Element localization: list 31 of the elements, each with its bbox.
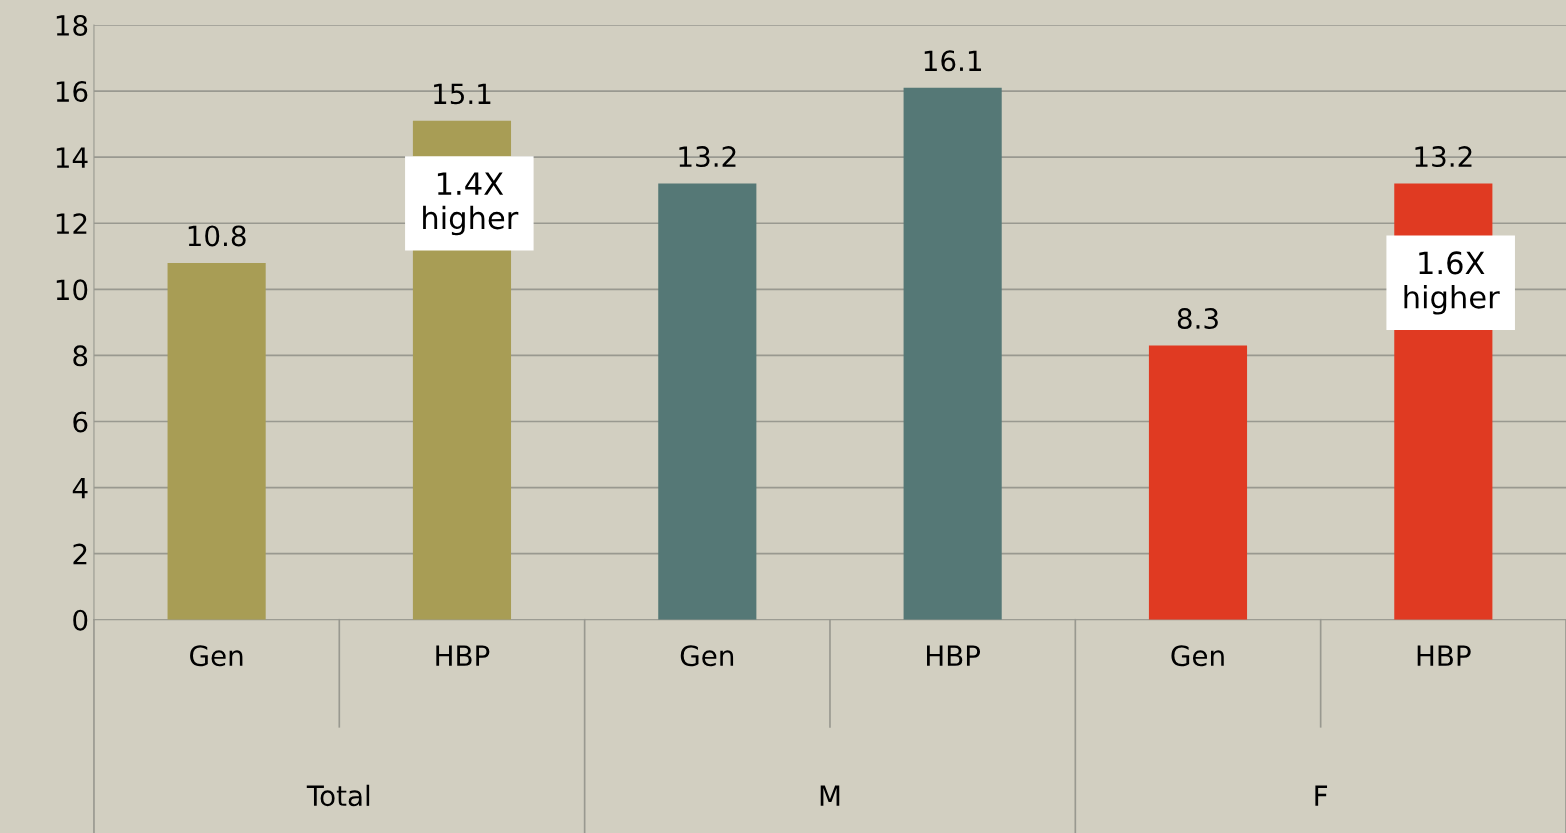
x-tick-label: HBP bbox=[436, 645, 490, 666]
y-tick-label: 12 bbox=[56, 213, 87, 234]
annotation: 1.6X higher bbox=[1404, 251, 1500, 315]
y-tick-label: 4 bbox=[72, 477, 88, 499]
bar bbox=[903, 87, 1002, 620]
y-tick-label: 18 bbox=[56, 14, 88, 36]
x-tick-label: Gen bbox=[190, 645, 243, 667]
data-label: 15.1 bbox=[434, 83, 491, 105]
bar bbox=[1148, 345, 1248, 620]
text: F bbox=[1315, 785, 1328, 806]
bar bbox=[167, 262, 266, 620]
y-tick-label: 14 bbox=[56, 147, 88, 168]
x-tick-label: HBP bbox=[1417, 645, 1471, 666]
data-label: 16.1 bbox=[924, 50, 982, 72]
text: M bbox=[820, 785, 840, 806]
y-tick-label: 2 bbox=[73, 543, 87, 565]
y-tick-label: 8 bbox=[73, 345, 88, 367]
data-label: 8.3 bbox=[1177, 308, 1218, 330]
x-tick-label: HBP bbox=[927, 645, 981, 666]
annotation: 1.4X higher bbox=[423, 172, 519, 236]
text: Total bbox=[306, 784, 370, 807]
x-tick-label: Gen bbox=[1171, 645, 1224, 667]
data-label: 13.2 bbox=[1415, 146, 1472, 168]
y-tick-label: 0 bbox=[73, 609, 88, 631]
data-label: 10.8 bbox=[188, 225, 246, 247]
y-tick-label: 16 bbox=[56, 81, 88, 103]
x-tick-label: Gen bbox=[680, 645, 734, 667]
data-label: 13.2 bbox=[679, 146, 736, 168]
y-tick-label: 6 bbox=[73, 411, 88, 433]
y-tick-label: 10 bbox=[56, 279, 88, 301]
bar bbox=[658, 183, 757, 620]
